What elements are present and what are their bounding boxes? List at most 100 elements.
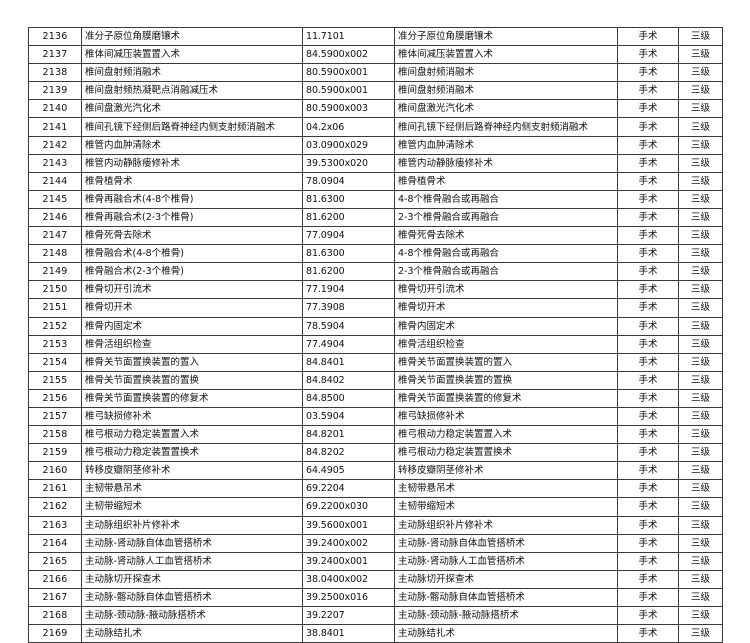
cell-level: 三级 <box>678 244 723 264</box>
surgery-catalog-table: 2136 准分子原位角膜磨镶术 11.7101 准分子原位角膜磨镶术 手术 三级 2137 椎… <box>28 26 723 643</box>
cell-std: 椎骨内固定术 <box>394 316 618 336</box>
cell-std: 椎间盘激光汽化术 <box>394 99 618 119</box>
cell-code: 39.5600x001 <box>302 515 395 535</box>
cell-std: 椎间孔镜下经侧后路脊神经内侧支射频消融术 <box>394 117 618 137</box>
cell-code: 77.0904 <box>302 226 395 246</box>
table-row: 2139 椎间盘射频热凝靶点消融减压术 80.5900x001 椎间盘射频消融术 手术三… <box>28 81 723 101</box>
cell-level: 三级 <box>678 171 723 191</box>
cell-code: 77.4904 <box>302 334 395 354</box>
cell-type: 手术 <box>617 461 679 481</box>
cell-std: 主动脉-肾动脉自体血管搭桥术 <box>394 533 618 553</box>
cell-name: 椎骨关节面置换装置的置入 <box>81 352 303 372</box>
cell-type: 手术 <box>617 207 679 228</box>
cell-seq: 2147 <box>28 226 82 246</box>
cell-type: 手术 <box>617 406 679 427</box>
cell-name: 转移皮瓣阴茎修补术 <box>81 461 303 481</box>
cell-level: 三级 <box>678 569 723 589</box>
cell-seq: 2150 <box>28 280 82 300</box>
table-row: 2144 椎骨植骨术 78.0904 椎骨植骨术 手术 三级 <box>28 171 723 191</box>
table-row: 2157 椎弓缺损修补术 03.5904 椎弓缺损修补术 手术 三级 <box>28 406 723 427</box>
cell-seq: 2149 <box>28 262 82 282</box>
cell-seq: 2153 <box>28 334 82 354</box>
cell-level: 三级 <box>678 63 723 83</box>
cell-std: 主韧带缩短术 <box>394 497 618 517</box>
table-row: 2166 主动脉切开探查术 38.0400x002 主动脉切开探查术 手术 三级 <box>28 569 723 589</box>
cell-std: 椎弓缺损修补术 <box>394 406 618 427</box>
cell-name: 椎骨植骨术 <box>81 171 303 191</box>
cell-name: 主动脉-颈动脉-腋动脉搭桥术 <box>81 605 303 626</box>
cell-code: 84.8202 <box>302 443 395 463</box>
cell-level: 三级 <box>678 99 723 119</box>
cell-type: 手术 <box>617 189 679 209</box>
table-row: 2169 主动脉结扎术 38.8401 主动脉结扎术 手术 三级 <box>28 624 723 643</box>
table-row: 2164 主动脉-肾动脉自体血管搭桥术 39.2400x002 主动脉-肾动脉自体血管… <box>28 533 723 553</box>
cell-seq: 2160 <box>28 461 82 481</box>
cell-std: 椎间盘射频消融术 <box>394 81 618 101</box>
cell-seq: 2157 <box>28 406 82 427</box>
cell-name: 椎管内动静脉瘘修补术 <box>81 153 303 173</box>
cell-type: 手术 <box>617 45 679 65</box>
cell-name: 椎管内血肿清除术 <box>81 135 303 155</box>
cell-level: 三级 <box>678 388 723 408</box>
cell-std: 椎骨植骨术 <box>394 171 618 191</box>
cell-name: 主动脉-肾动脉自体血管搭桥术 <box>81 533 303 553</box>
cell-code: 39.2207 <box>302 605 395 626</box>
cell-level: 三级 <box>678 425 723 445</box>
cell-seq: 2138 <box>28 63 82 83</box>
cell-name: 主动脉-髂动脉自体血管搭桥术 <box>81 587 303 608</box>
cell-level: 三级 <box>678 443 723 463</box>
cell-level: 三级 <box>678 352 723 372</box>
cell-level: 三级 <box>678 605 723 626</box>
cell-std: 椎管内血肿清除术 <box>394 135 618 155</box>
cell-type: 手术 <box>617 280 679 300</box>
cell-level: 三级 <box>678 45 723 65</box>
cell-seq: 2154 <box>28 352 82 372</box>
cell-name: 椎骨活组织检查 <box>81 334 303 354</box>
cell-code: 84.8402 <box>302 370 395 390</box>
cell-type: 手术 <box>617 370 679 390</box>
cell-level: 三级 <box>678 153 723 173</box>
table-row: 2136 准分子原位角膜磨镶术 11.7101 准分子原位角膜磨镶术 手术 三级 <box>28 26 723 47</box>
cell-type: 手术 <box>617 171 679 191</box>
cell-type: 手术 <box>617 515 679 535</box>
table-row: 2158 椎弓根动力稳定装置置入术 84.8201 椎弓根动力稳定装置置入术 手术 三级 <box>28 425 723 445</box>
cell-code: 81.6300 <box>302 244 395 264</box>
cell-code: 84.8500 <box>302 388 395 408</box>
cell-seq: 2146 <box>28 207 82 228</box>
cell-code: 80.5900x003 <box>302 99 395 119</box>
cell-std: 主动脉组织补片修补术 <box>394 515 618 535</box>
cell-type: 手术 <box>617 443 679 463</box>
cell-type: 手术 <box>617 153 679 173</box>
cell-name: 椎弓缺损修补术 <box>81 406 303 427</box>
cell-std: 主动脉-肾动脉人工血管搭桥术 <box>394 551 618 571</box>
table-row: 2143 椎管内动静脉瘘修补术 39.5300x020 椎管内动静脉瘘修补术 手术 三级 <box>28 153 723 173</box>
cell-seq: 2163 <box>28 515 82 535</box>
table-row: 2141 椎间孔镜下经侧后路脊神经内侧支射频消融术 04.2x06 椎间孔镜下经侧后路… <box>28 117 723 137</box>
table-row: 2146 椎骨再融合术(2-3个椎骨) 81.6200 2-3个椎骨融合或再融合 手术三… <box>28 207 723 228</box>
cell-seq: 2167 <box>28 587 82 608</box>
cell-std: 4-8个椎骨融合或再融合 <box>394 189 618 209</box>
table-row: 2161 主韧带悬吊术 69.2204 主韧带悬吊术 手术 三级 <box>28 479 723 499</box>
cell-level: 三级 <box>678 316 723 336</box>
cell-level: 三级 <box>678 280 723 300</box>
cell-level: 三级 <box>678 497 723 517</box>
cell-std: 椎弓根动力稳定装置置换术 <box>394 443 618 463</box>
cell-name: 椎骨再融合术(2-3个椎骨) <box>81 207 303 228</box>
cell-code: 80.5900x001 <box>302 63 395 83</box>
cell-std: 椎骨死骨去除术 <box>394 226 618 246</box>
cell-level: 三级 <box>678 207 723 228</box>
cell-std: 椎间盘射频消融术 <box>394 63 618 83</box>
table-row: 2156 椎骨关节面置换装置的修复术 84.8500 椎骨关节面置换装置的修复术 手术三… <box>28 388 723 408</box>
cell-name: 椎弓根动力稳定装置置换术 <box>81 443 303 463</box>
cell-std: 椎骨关节面置换装置的置换 <box>394 370 618 390</box>
table-row: 2153 椎骨活组织检查 77.4904 椎骨活组织检查 手术 三级 <box>28 334 723 354</box>
cell-name: 主动脉组织补片修补术 <box>81 515 303 535</box>
cell-code: 84.5900x002 <box>302 45 395 65</box>
cell-code: 81.6200 <box>302 207 395 228</box>
cell-code: 69.2200x030 <box>302 497 395 517</box>
cell-code: 81.6200 <box>302 262 395 282</box>
cell-name: 准分子原位角膜磨镶术 <box>81 26 303 47</box>
cell-type: 手术 <box>617 226 679 246</box>
cell-seq: 2136 <box>28 26 82 47</box>
cell-code: 64.4905 <box>302 461 395 481</box>
